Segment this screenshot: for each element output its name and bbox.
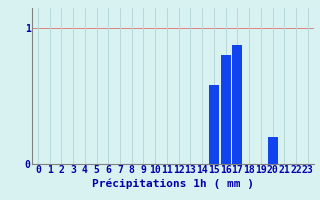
X-axis label: Précipitations 1h ( mm ): Précipitations 1h ( mm ) (92, 178, 254, 189)
Bar (209, 85, 219, 164)
Bar (232, 45, 242, 164)
Bar (268, 137, 277, 164)
Bar (220, 55, 231, 164)
